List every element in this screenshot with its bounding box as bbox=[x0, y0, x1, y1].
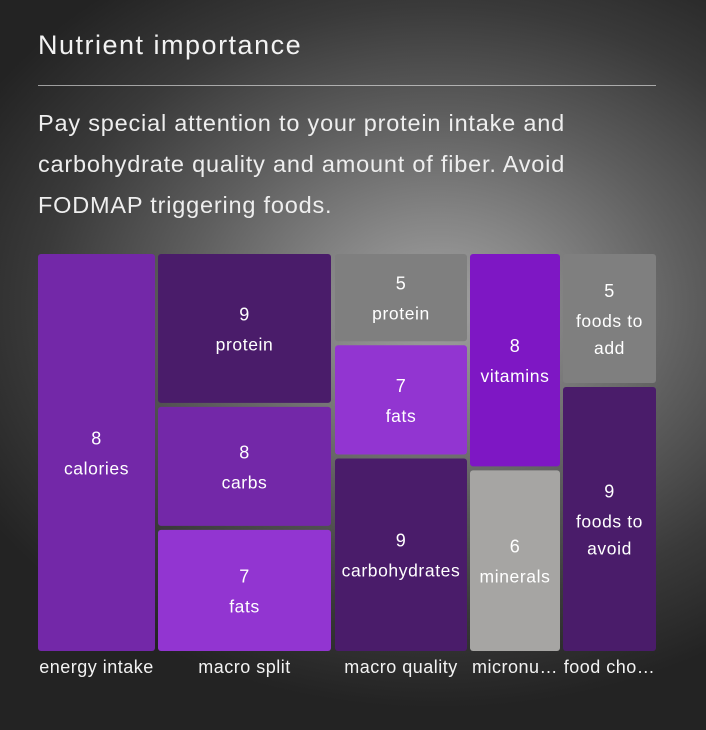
cell-value: 6 bbox=[510, 537, 521, 557]
cell-macro-split-protein[interactable] bbox=[158, 254, 331, 403]
cell-value: 5 bbox=[604, 281, 615, 301]
group-label-macro-quality: macro quality bbox=[344, 657, 458, 677]
cell-value: 8 bbox=[91, 429, 102, 449]
cell-value: 9 bbox=[396, 531, 407, 551]
cell-label: carbs bbox=[222, 472, 268, 492]
cell-macro-quality-carbohydrates[interactable] bbox=[335, 458, 467, 651]
cell-label: calories bbox=[64, 459, 129, 479]
group-label-energy-intake: energy intake bbox=[39, 657, 154, 677]
cell-label: protein bbox=[372, 304, 430, 324]
cell-value: 7 bbox=[396, 376, 407, 396]
group-label-macro-split: macro split bbox=[198, 657, 291, 677]
cell-label: fats bbox=[229, 596, 260, 616]
cell-value: 8 bbox=[510, 336, 521, 356]
cell-label: foods to add bbox=[576, 311, 643, 358]
group-label-micronu: micronu… bbox=[472, 657, 558, 677]
cell-value: 7 bbox=[239, 566, 250, 586]
cell-label: foods to avoid bbox=[576, 511, 643, 558]
cell-value: 9 bbox=[239, 304, 250, 324]
cell-label: carbohydrates bbox=[342, 561, 461, 581]
cell-food-cho-foods-to-avoid[interactable] bbox=[563, 386, 656, 651]
cell-micronu-vitamins[interactable] bbox=[470, 254, 560, 467]
title-divider bbox=[38, 85, 656, 86]
cell-value: 5 bbox=[396, 274, 407, 294]
cell-label: protein bbox=[216, 334, 274, 354]
cell-value: 9 bbox=[604, 481, 615, 501]
chart-title: Nutrient importance bbox=[38, 30, 303, 60]
cell-food-cho-foods-to-add[interactable] bbox=[563, 254, 656, 383]
cell-macro-quality-protein[interactable] bbox=[335, 254, 467, 342]
cell-micronu-minerals[interactable] bbox=[470, 470, 560, 651]
group-label-food-cho: food cho… bbox=[564, 657, 656, 677]
cell-macro-split-carbs[interactable] bbox=[158, 406, 331, 526]
cell-macro-split-fats[interactable] bbox=[158, 529, 331, 651]
cell-macro-quality-fats[interactable] bbox=[335, 345, 467, 455]
cell-label: minerals bbox=[480, 567, 551, 587]
cell-energy-intake-calories[interactable] bbox=[38, 254, 155, 651]
cell-value: 8 bbox=[239, 442, 250, 462]
cell-label: fats bbox=[386, 406, 417, 426]
chart-description: Pay special attention to your protein in… bbox=[38, 110, 566, 218]
cell-label: vitamins bbox=[481, 366, 550, 386]
